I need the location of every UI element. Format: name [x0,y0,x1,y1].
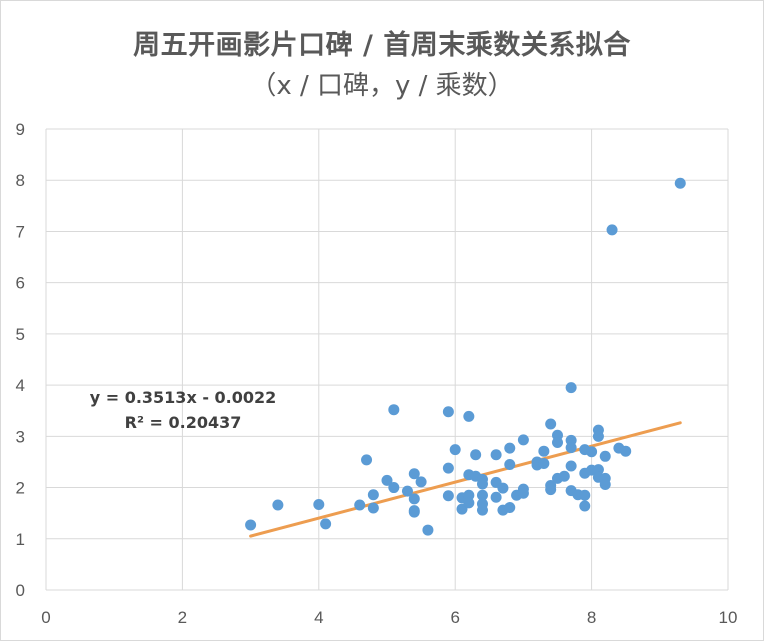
chart-title: 周五开画影片口碑 / 首周末乘数关系拟合 [133,30,631,61]
data-point [463,489,475,501]
data-point [408,468,420,480]
data-point [538,457,550,469]
data-point [476,504,488,516]
y-tick-label: 4 [16,376,25,395]
data-point [620,445,632,457]
data-point [245,519,257,531]
data-point [599,478,611,490]
data-point [504,502,516,514]
y-axis-ticks: 0 1 2 3 4 5 6 7 8 9 [16,120,25,600]
y-tick-label: 9 [16,120,25,139]
chart-subtitle: （x / 口碑，y / 乘数） [250,71,514,101]
y-tick-label: 0 [16,581,25,600]
y-tick-label: 6 [16,274,25,293]
y-tick-label: 5 [16,325,25,344]
data-point [497,482,509,494]
data-point [388,404,400,416]
data-point [442,406,454,418]
data-point [442,462,454,474]
y-tick-label: 7 [16,222,25,241]
data-point [545,484,557,496]
data-point [579,500,591,512]
gridlines [45,128,729,591]
data-point [586,446,598,458]
data-point [565,382,577,394]
y-tick-label: 1 [16,530,25,549]
data-point [415,476,427,488]
trendline-group [249,421,682,538]
data-point [565,442,577,454]
data-point [476,478,488,490]
data-point [320,518,332,530]
data-point [408,506,420,518]
data-point [490,449,502,461]
data-point [517,434,529,446]
x-tick-label: 6 [450,608,459,627]
data-point [504,459,516,471]
data-point [408,493,420,505]
data-point [552,436,563,448]
data-point [606,224,618,236]
trendline [249,421,682,538]
data-point [354,499,366,511]
x-tick-label: 4 [314,608,323,627]
data-point [490,491,502,503]
data-point [558,470,570,482]
data-point [442,490,454,502]
data-point [674,177,686,189]
data-point [592,464,604,476]
x-tick-label: 2 [178,608,187,627]
data-point [367,489,379,501]
data-point [545,418,557,430]
data-point [579,489,591,501]
y-tick-label: 8 [16,171,25,190]
data-point [361,454,373,466]
data-point [401,485,413,497]
data-point [422,524,434,536]
trendline-equation: y = 0.3513x - 0.0022 [90,388,277,407]
data-point [476,489,488,501]
data-point [388,482,400,494]
data-point [449,444,461,456]
data-point [504,442,516,454]
data-point [313,498,325,510]
y-tick-label: 3 [16,427,25,446]
data-point [272,499,284,511]
data-points [245,177,686,536]
data-point [538,445,550,457]
data-point [381,474,393,486]
data-point [463,410,475,422]
data-point [463,497,475,509]
data-point [367,502,379,514]
data-point [517,487,529,499]
data-point [599,450,611,462]
x-tick-label: 8 [587,608,596,627]
x-axis-ticks: 0 2 4 6 8 10 [41,608,737,627]
data-point [565,460,577,472]
y-tick-label: 2 [16,479,25,498]
data-point [470,449,482,461]
x-tick-label: 0 [41,608,50,627]
data-point [592,430,604,442]
trendline-r2: R² = 0.20437 [125,413,242,432]
x-tick-label: 10 [719,608,738,627]
